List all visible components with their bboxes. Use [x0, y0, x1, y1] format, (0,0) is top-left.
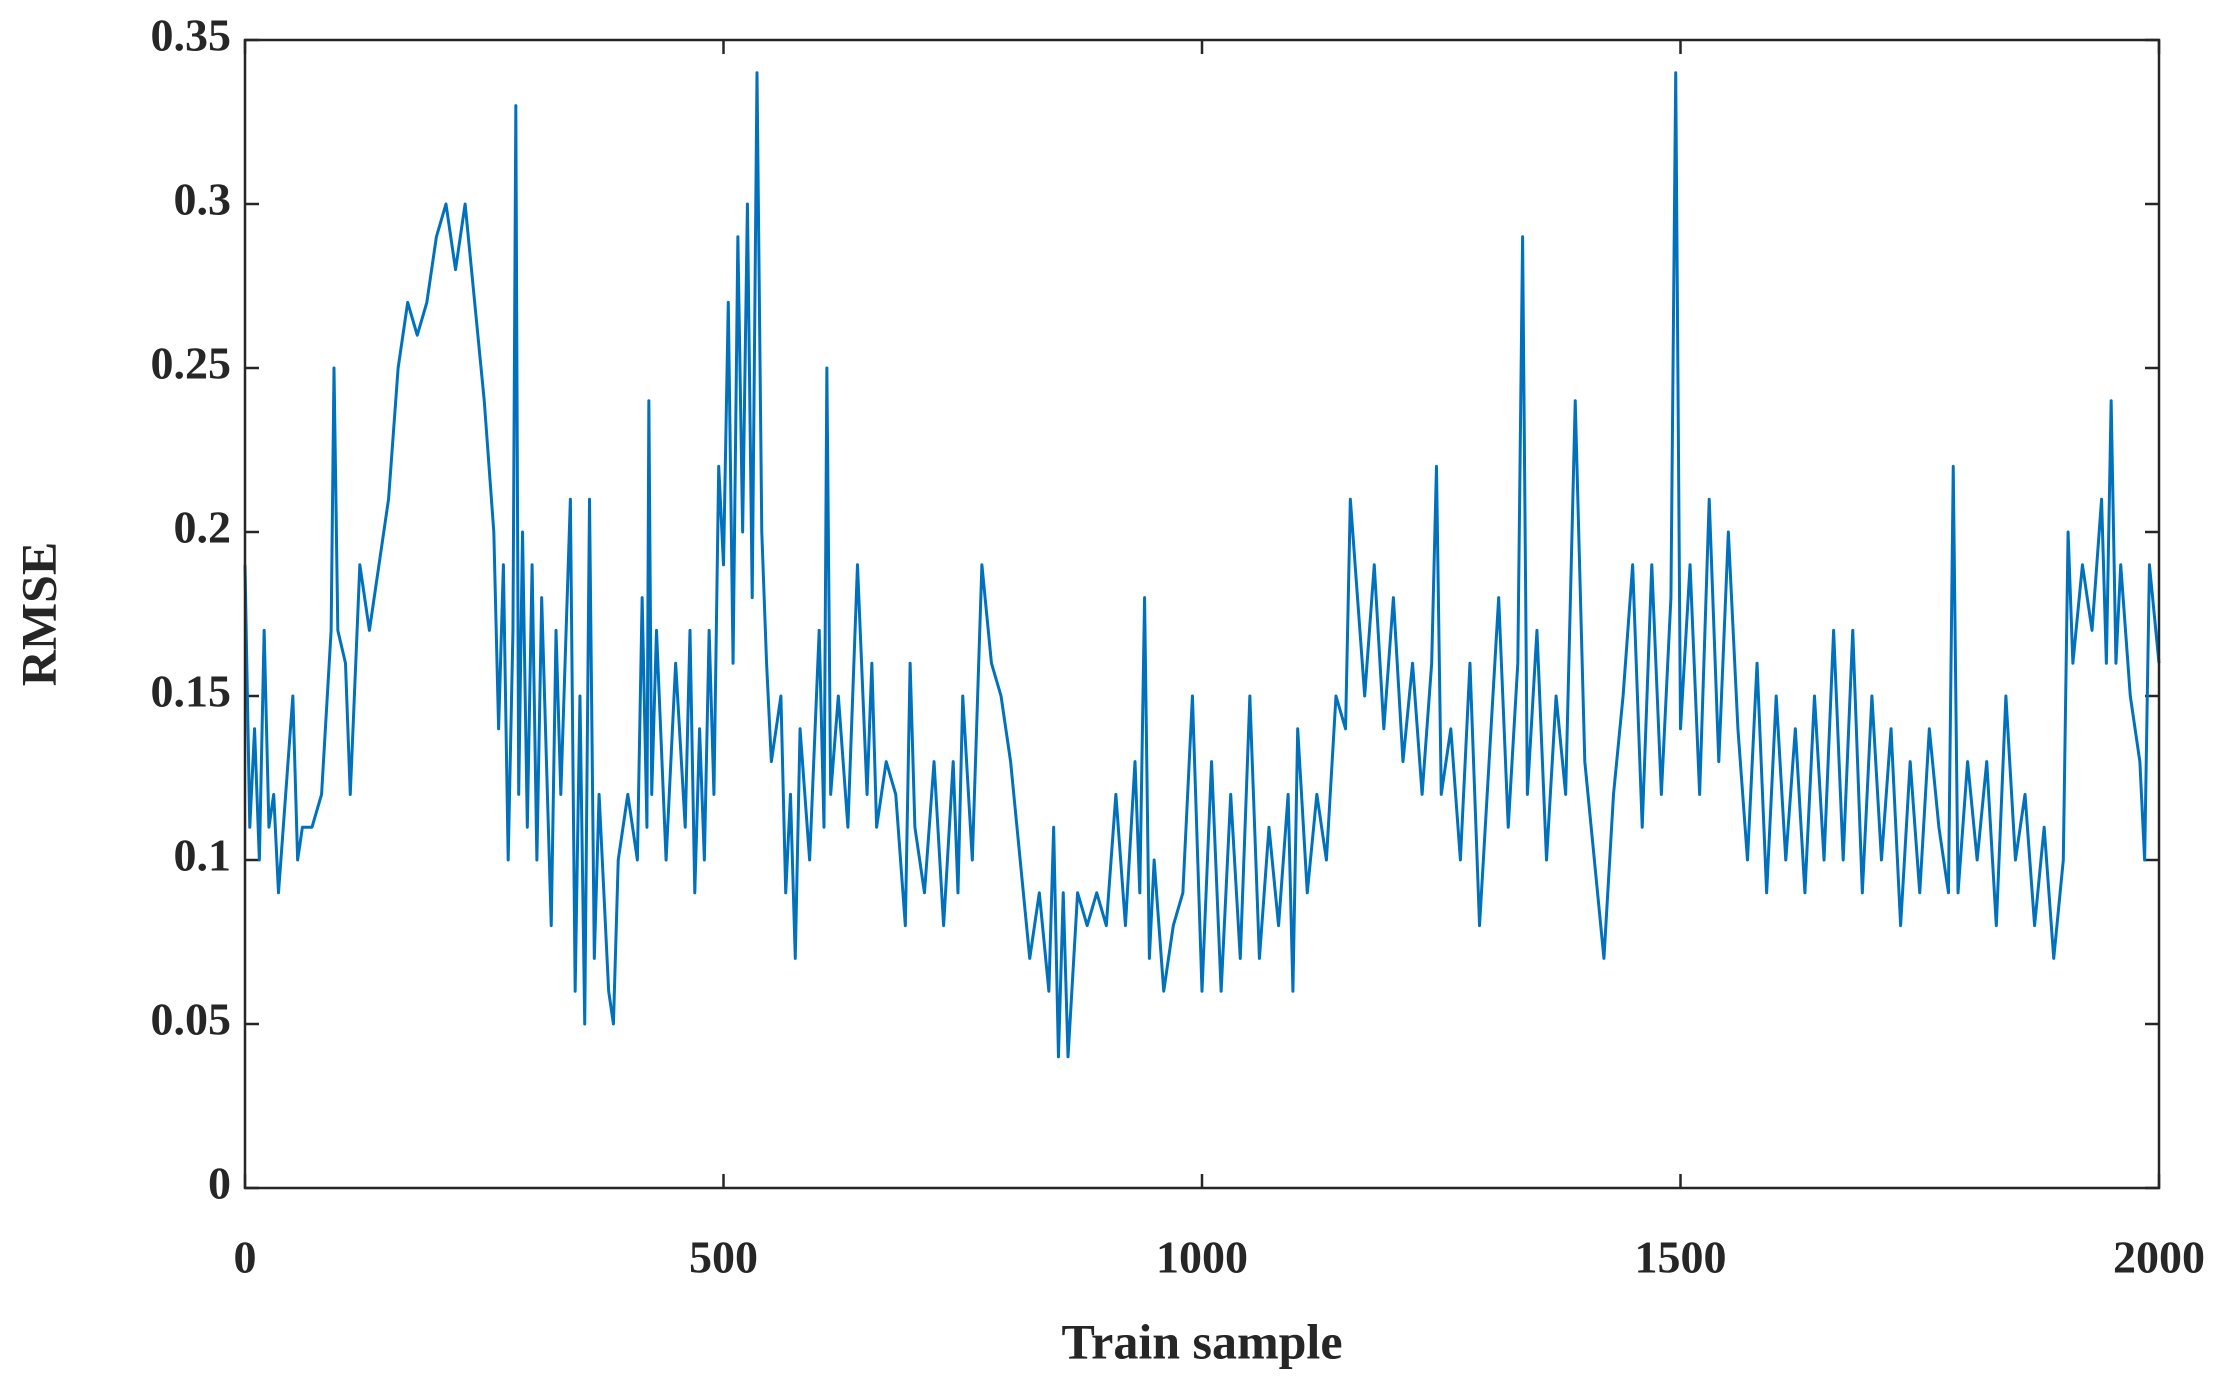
y-tick-label: 0.35: [151, 10, 232, 61]
data-line: [243, 71, 2161, 1059]
x-tick-label: 1500: [1635, 1232, 1727, 1283]
y-tick-label: 0.05: [151, 994, 232, 1045]
x-tick-label: 0: [234, 1232, 257, 1283]
plot-frame: [243, 38, 2161, 1190]
y-tick-label: 0.3: [174, 174, 232, 225]
y-axis-title: RMSE: [10, 542, 66, 686]
y-tick-label: 0.1: [174, 830, 232, 881]
x-tick-label: 2000: [2113, 1232, 2205, 1283]
y-tick-label: 0: [208, 1158, 231, 1209]
x-tick-label: 1000: [1156, 1232, 1248, 1283]
x-axis-title: Train sample: [1061, 1313, 1342, 1369]
y-tick-label: 0.25: [151, 338, 232, 389]
x-tick-label: 500: [689, 1232, 758, 1283]
y-tick-label: 0.2: [174, 502, 232, 553]
y-tick-label: 0.15: [151, 666, 232, 717]
